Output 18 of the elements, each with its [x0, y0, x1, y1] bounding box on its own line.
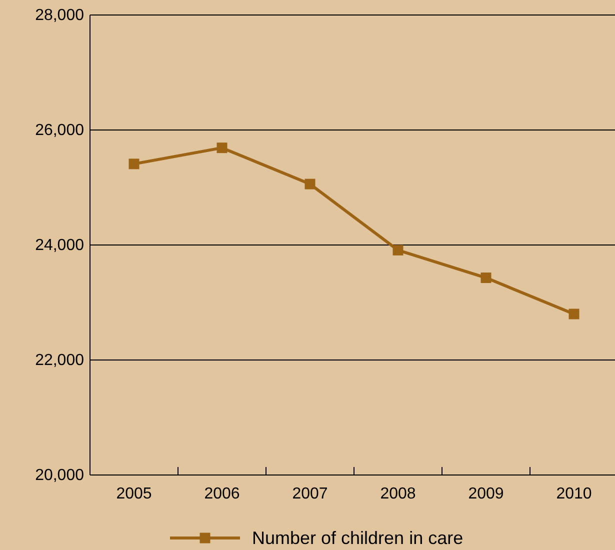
point — [304, 178, 316, 190]
x-tick-label: 2010 — [556, 485, 592, 502]
point — [480, 272, 492, 284]
x-tick-label: 2008 — [380, 485, 416, 502]
y-tick-label: 24,000 — [35, 237, 84, 254]
y-tick-label: 22,000 — [35, 352, 84, 370]
y-tick-label: 20,000 — [35, 467, 84, 484]
x-tick-label: 2007 — [292, 485, 328, 502]
x-tick-label: 2005 — [116, 485, 152, 502]
point — [568, 308, 580, 320]
x-tick-label: 2009 — [468, 485, 504, 502]
point — [216, 142, 228, 154]
y-tick-label: 26,000 — [35, 122, 84, 140]
x-tick-label: 2006 — [204, 485, 240, 502]
point — [392, 244, 404, 256]
point — [128, 158, 140, 170]
y-tick-label: 28,000 — [35, 7, 84, 24]
legend-label: Number of children in care — [252, 528, 464, 548]
